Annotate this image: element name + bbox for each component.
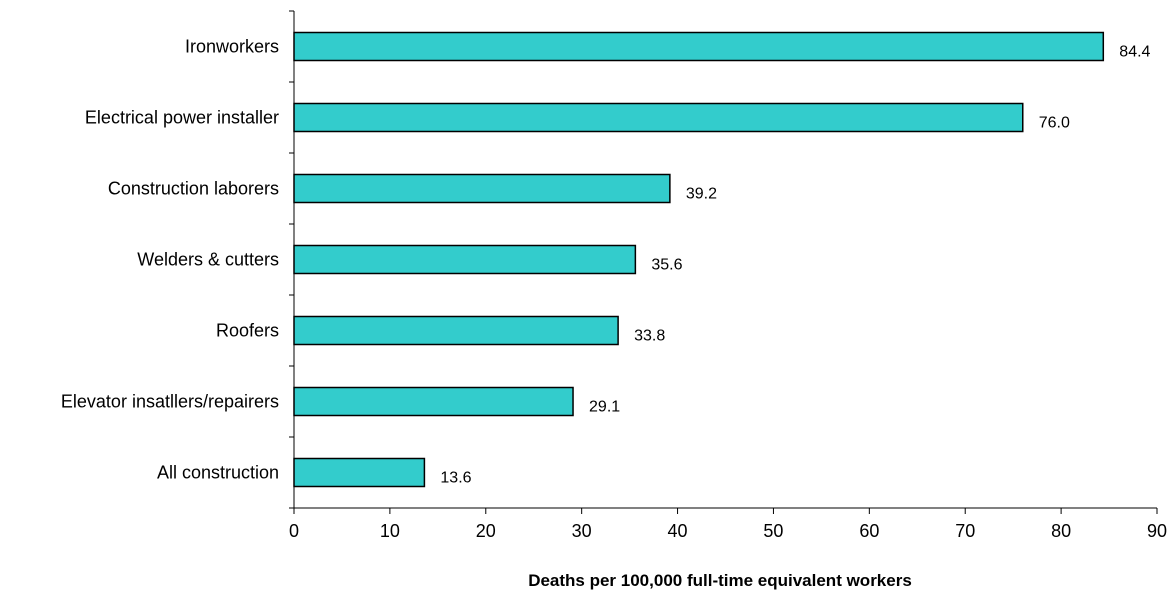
data-label: 76.0 (1039, 115, 1070, 132)
bar (293, 173, 671, 204)
data-label: 33.8 (634, 328, 665, 345)
data-label: 35.6 (651, 257, 682, 274)
category-label: Construction laborers (108, 179, 279, 199)
data-label: 13.6 (440, 470, 471, 487)
bar (293, 386, 574, 417)
x-tick-label: 20 (476, 521, 496, 541)
bar (293, 315, 619, 346)
category-label: Ironworkers (185, 37, 279, 57)
category-label: Elevator insatllers/repairers (61, 392, 279, 412)
x-tick-label: 40 (668, 521, 688, 541)
x-tick-label: 80 (1051, 521, 1071, 541)
data-label: 84.4 (1119, 44, 1150, 61)
x-tick-label: 10 (380, 521, 400, 541)
chart-bars (293, 31, 1105, 488)
bar (293, 457, 426, 488)
category-label: All construction (157, 463, 279, 483)
bar (293, 102, 1024, 133)
category-label: Welders & cutters (137, 250, 279, 270)
x-tick-label: 70 (955, 521, 975, 541)
bar (293, 244, 637, 275)
data-label: 39.2 (686, 186, 717, 203)
data-label: 29.1 (589, 399, 620, 416)
category-label: Roofers (216, 321, 279, 341)
x-tick-label: 50 (763, 521, 783, 541)
x-tick-label: 0 (289, 521, 299, 541)
chart-labels: 0 10 20 30 40 50 60 70 80 90 Ironworkers 84.4 Electr… (61, 37, 1167, 542)
x-tick-label: 90 (1147, 521, 1167, 541)
x-tick-label: 30 (572, 521, 592, 541)
x-tick-label: 60 (859, 521, 879, 541)
x-axis-title: Deaths per 100,000 full-time equivalent … (528, 571, 912, 590)
category-label: Electrical power installer (85, 108, 279, 128)
bar (293, 31, 1105, 62)
